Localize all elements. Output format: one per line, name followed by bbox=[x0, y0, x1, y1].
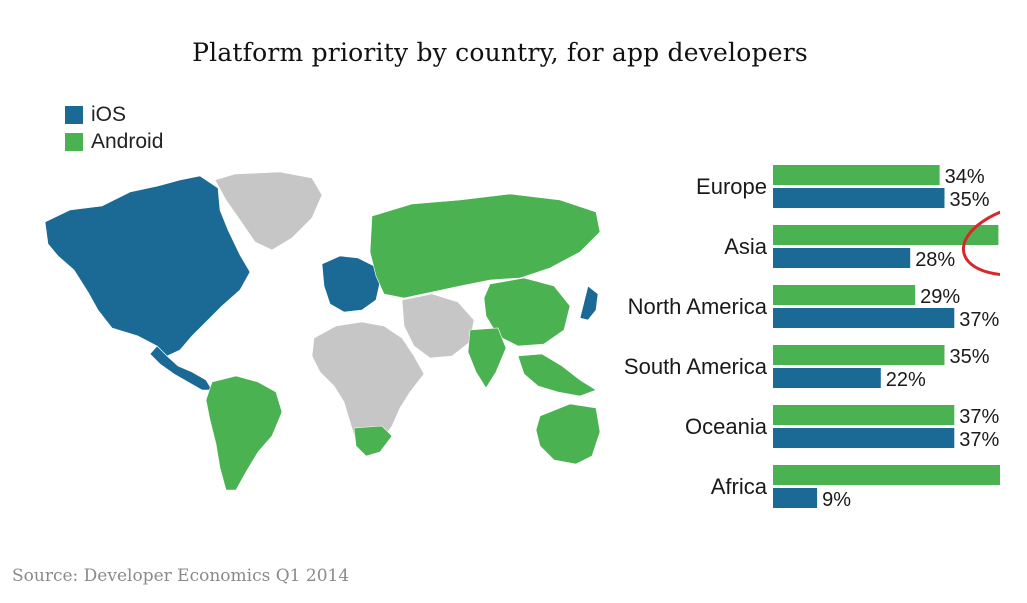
map-region-japan bbox=[579, 285, 599, 321]
bar-android-europe bbox=[773, 165, 940, 185]
value-label-ios-asia: 28% bbox=[915, 249, 955, 271]
bar-android-north-america bbox=[773, 285, 916, 305]
bar-ios-europe bbox=[773, 188, 945, 208]
value-label-android-europe: 34% bbox=[945, 166, 985, 188]
value-label-ios-africa: 9% bbox=[822, 489, 851, 511]
bar-android-asia bbox=[773, 225, 999, 245]
page-title: Platform priority by country, for app de… bbox=[192, 38, 808, 67]
category-label-asia: Asia bbox=[724, 234, 768, 259]
legend-swatch-ios bbox=[65, 105, 83, 124]
value-label-ios-oceania: 37% bbox=[959, 429, 999, 451]
category-label-oceania: Oceania bbox=[685, 414, 768, 439]
category-label-europe: Europe bbox=[696, 174, 767, 199]
map-region-australia bbox=[535, 403, 600, 465]
bar-android-africa bbox=[773, 465, 1000, 485]
legend-label-android: Android bbox=[91, 129, 164, 153]
map-region-china bbox=[483, 277, 571, 347]
category-label-africa: Africa bbox=[711, 474, 768, 499]
legend: iOS Android bbox=[65, 101, 163, 155]
bar-ios-asia bbox=[773, 248, 911, 268]
category-label-south-america: South America bbox=[624, 354, 768, 379]
map-region-middle-east bbox=[401, 293, 475, 359]
legend-label-ios: iOS bbox=[91, 102, 127, 126]
bar-android-south-america bbox=[773, 345, 945, 365]
source-note: Source: Developer Economics Q1 2014 bbox=[12, 566, 350, 586]
map-region-south-america bbox=[205, 375, 283, 491]
bar-ios-north-america bbox=[773, 308, 955, 328]
map-region-africa bbox=[311, 321, 425, 451]
bar-ios-oceania bbox=[773, 428, 955, 448]
bar-ios-africa bbox=[773, 488, 818, 508]
map-region-central-america bbox=[149, 345, 213, 391]
value-label-android-north-america: 29% bbox=[920, 286, 960, 308]
map-region-india bbox=[467, 327, 507, 389]
value-label-android-oceania: 37% bbox=[959, 406, 999, 428]
value-label-ios-north-america: 37% bbox=[959, 309, 999, 331]
value-label-android-south-america: 35% bbox=[950, 346, 990, 368]
world-map bbox=[44, 171, 600, 491]
value-label-ios-europe: 35% bbox=[950, 189, 990, 211]
map-region-western-europe bbox=[321, 255, 381, 313]
map-region-eastern-europe-russia bbox=[369, 193, 600, 299]
category-label-north-america: North America bbox=[628, 294, 768, 319]
annotation-circle bbox=[961, 201, 1000, 277]
legend-swatch-android bbox=[65, 132, 83, 151]
legend-item-ios: iOS bbox=[65, 101, 163, 128]
legend-item-android: Android bbox=[65, 128, 163, 155]
map-region-greenland bbox=[214, 171, 323, 251]
bar-ios-south-america bbox=[773, 368, 881, 388]
map-region-south-africa bbox=[353, 425, 393, 457]
map-region-southeast-asia bbox=[517, 353, 597, 397]
value-label-ios-south-america: 22% bbox=[886, 369, 926, 391]
map-region-north-america bbox=[44, 175, 251, 357]
bar-android-oceania bbox=[773, 405, 955, 425]
